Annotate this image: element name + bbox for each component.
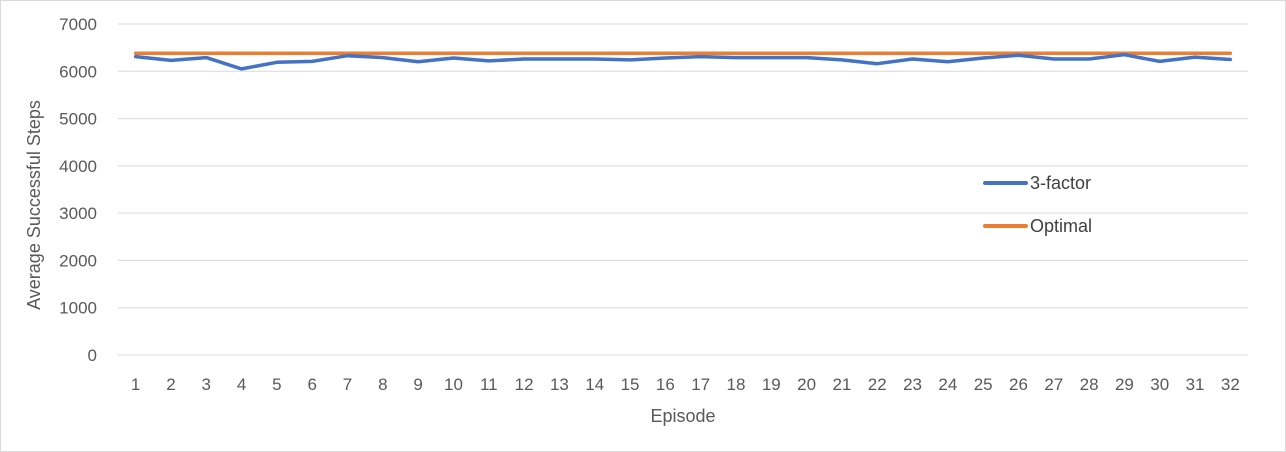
legend: 3-factor Optimal <box>983 173 1092 236</box>
legend-label: Optimal <box>1030 216 1092 236</box>
x-tick-label: 23 <box>903 375 922 394</box>
x-tick-label: 32 <box>1221 375 1240 394</box>
x-tick-label: 11 <box>480 375 498 394</box>
x-tick-label: 1 <box>131 375 140 394</box>
x-tick-label: 3 <box>202 375 211 394</box>
x-tick-label: 17 <box>691 375 710 394</box>
x-axis-tick-labels: 1 2 3 4 5 6 7 8 9 10 11 12 13 14 15 16 17 18 19 20 21 22 23 24 2… <box>131 375 1240 394</box>
x-tick-label: 22 <box>868 375 887 394</box>
x-tick-label: 8 <box>378 375 387 394</box>
x-tick-label: 15 <box>621 375 640 394</box>
x-tick-label: 10 <box>444 375 463 394</box>
y-axis-tick-labels: 0 1000 2000 3000 4000 5000 6000 7000 <box>59 15 97 365</box>
x-tick-label: 14 <box>585 375 604 394</box>
x-tick-label: 16 <box>656 375 675 394</box>
x-tick-label: 12 <box>515 375 534 394</box>
x-tick-label: 19 <box>762 375 781 394</box>
y-tick-label: 1000 <box>59 299 97 318</box>
x-tick-label: 26 <box>1009 375 1028 394</box>
y-tick-label: 3000 <box>59 204 97 223</box>
series-line-3-factor <box>133 52 1233 71</box>
x-tick-label: 24 <box>938 375 957 394</box>
x-tick-label: 18 <box>727 375 746 394</box>
x-tick-label: 9 <box>413 375 422 394</box>
y-tick-label: 0 <box>88 346 97 365</box>
x-tick-label: 5 <box>272 375 281 394</box>
y-tick-label: 5000 <box>59 110 97 129</box>
x-tick-label: 2 <box>166 375 175 394</box>
x-tick-label: 30 <box>1150 375 1169 394</box>
x-tick-label: 20 <box>797 375 816 394</box>
series-lines <box>133 51 1233 71</box>
x-tick-label: 13 <box>550 375 569 394</box>
x-tick-label: 29 <box>1115 375 1134 394</box>
x-tick-label: 4 <box>237 375 246 394</box>
y-tick-label: 6000 <box>59 62 97 81</box>
legend-label: 3-factor <box>1030 173 1091 193</box>
y-axis-title: Average Successful Steps <box>24 100 44 310</box>
y-tick-label: 2000 <box>59 251 97 270</box>
y-tick-label: 4000 <box>59 157 97 176</box>
x-tick-label: 25 <box>974 375 993 394</box>
x-tick-label: 7 <box>343 375 352 394</box>
x-tick-label: 28 <box>1080 375 1099 394</box>
x-tick-label: 21 <box>832 375 851 394</box>
x-axis-title: Episode <box>650 406 715 426</box>
gridlines <box>118 23 1248 356</box>
x-tick-label: 27 <box>1044 375 1063 394</box>
x-tick-label: 6 <box>307 375 316 394</box>
x-tick-label: 31 <box>1186 375 1205 394</box>
y-tick-label: 7000 <box>59 15 97 34</box>
